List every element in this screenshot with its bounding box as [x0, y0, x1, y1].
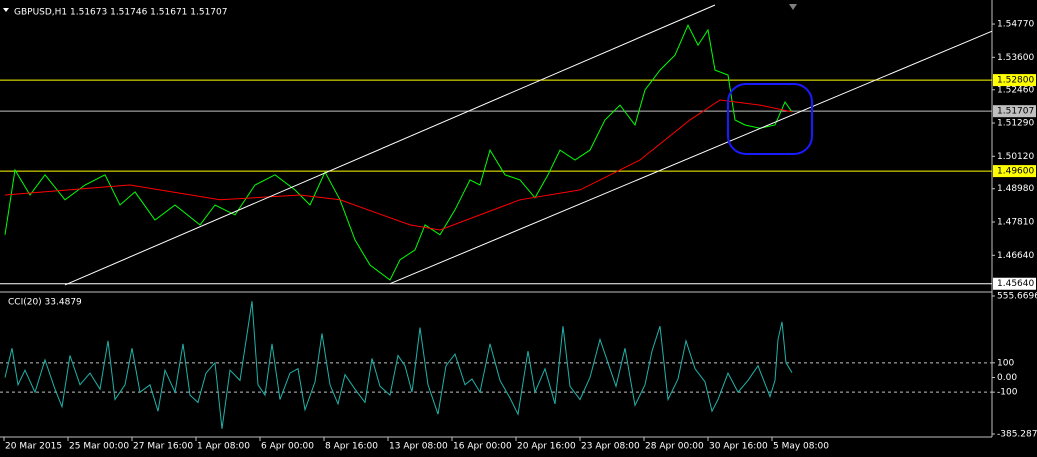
- x-tick-label: 8 Apr 16:00: [325, 442, 378, 452]
- x-tick-label: 30 Apr 16:00: [709, 442, 768, 452]
- x-tick-label: 20 Mar 2015: [5, 442, 62, 452]
- y-tick-label: 1.54770: [997, 20, 1034, 30]
- price-level-box: [993, 105, 1036, 118]
- series-line: [4, 99, 793, 231]
- price-level-label: 1.49600: [997, 167, 1034, 177]
- y-tick-label: -385.2873: [997, 430, 1037, 440]
- highlight-annotation: [727, 83, 813, 155]
- series-line: [389, 30, 993, 285]
- x-tick-label: 16 Apr 00:00: [453, 442, 512, 452]
- x-tick-label: 1 Apr 08:00: [197, 442, 250, 452]
- price-level-label: 1.51707: [997, 107, 1034, 117]
- chart-title: GBPUSD,H1 1.51673 1.51746 1.51671 1.5170…: [14, 8, 227, 18]
- price-level-label: 1.52800: [997, 76, 1034, 86]
- y-tick-label: 1.53600: [997, 53, 1034, 63]
- x-tick-label: 28 Apr 00:00: [645, 442, 704, 452]
- shift-marker: [789, 4, 797, 10]
- price-level-label: 1.45640: [997, 279, 1034, 289]
- indicator-title: CCI(20) 33.4879: [8, 298, 82, 308]
- y-tick-label: 0.00: [997, 373, 1017, 383]
- y-tick-label: 1.52460: [997, 85, 1034, 95]
- price-level-box: [993, 165, 1036, 178]
- price-level-box: [993, 74, 1036, 87]
- menu-arrow: [3, 8, 9, 12]
- series-line: [4, 301, 793, 429]
- x-tick-label: 20 Apr 16:00: [517, 442, 576, 452]
- x-tick-label: 25 Mar 00:00: [69, 442, 129, 452]
- x-tick-label: 13 Apr 08:00: [389, 442, 448, 452]
- y-tick-label: 1.48980: [997, 184, 1034, 194]
- y-tick-label: 555.6696: [997, 292, 1037, 302]
- x-tick-label: 5 May 08:00: [773, 442, 829, 452]
- y-tick-label: 100: [997, 358, 1014, 368]
- y-tick-label: 1.50120: [997, 152, 1034, 162]
- y-tick-label: 1.47810: [997, 218, 1034, 228]
- series-line: [4, 24, 793, 281]
- y-tick-label: 1.51290: [997, 119, 1034, 129]
- y-tick-label: 1.46640: [997, 251, 1034, 261]
- series-line: [64, 4, 716, 286]
- x-tick-label: 23 Apr 08:00: [581, 442, 640, 452]
- y-tick-label: -100: [997, 388, 1018, 398]
- price-level-box: [993, 277, 1036, 290]
- x-tick-label: 27 Mar 16:00: [133, 442, 193, 452]
- x-tick-label: 6 Apr 00:00: [261, 442, 314, 452]
